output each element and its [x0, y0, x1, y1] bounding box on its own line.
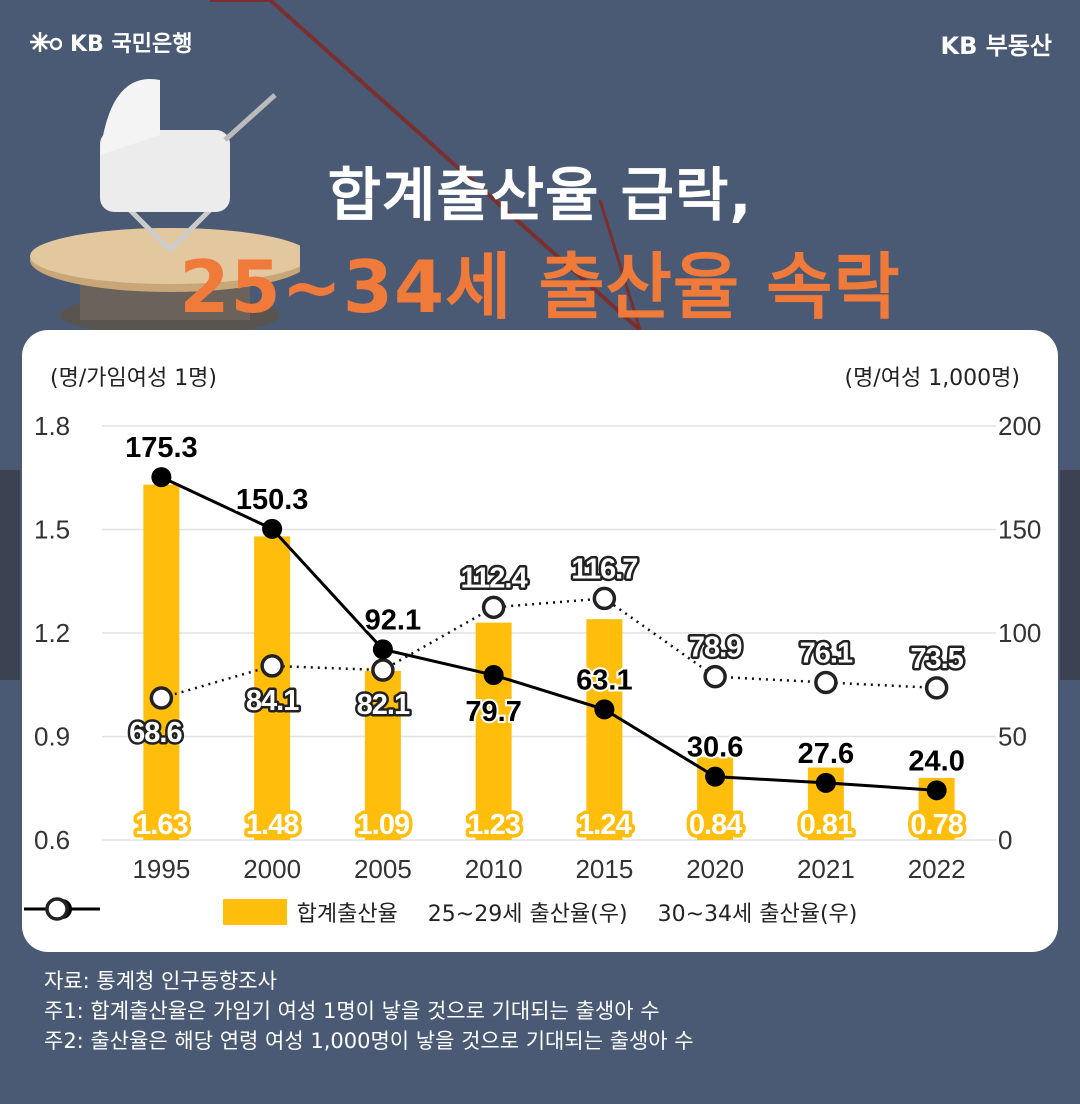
- bar-total-fertility-2015: [586, 619, 623, 840]
- label-30-34: 76.1: [800, 637, 853, 669]
- point-25-29-2022: [926, 780, 947, 801]
- bar-value-label: 1.63: [135, 809, 188, 841]
- label-25-29: 30.6: [687, 732, 743, 764]
- label-30-34: 84.1: [246, 685, 299, 717]
- bar-total-fertility-2010: [475, 622, 512, 840]
- point-25-29-2015: [594, 699, 615, 720]
- x-tick-label: 1995: [132, 854, 190, 884]
- legend-label-25-29: 25~29세 출산율(우): [427, 902, 628, 927]
- right-axis-unit: (명/여성 1,000명): [844, 366, 1020, 391]
- label-25-29: 92.1: [365, 604, 421, 636]
- bar-total-fertility-2000: [254, 536, 291, 840]
- x-tick-label: 2010: [465, 854, 523, 884]
- left-axis-unit: (명/가임여성 1명): [50, 366, 218, 391]
- left-tick-label: 0.9: [34, 722, 70, 752]
- x-tick-label: 2020: [686, 854, 744, 884]
- building-left: [0, 470, 20, 680]
- point-25-29-2010: [483, 665, 504, 686]
- left-tick-label: 1.5: [34, 515, 70, 545]
- chart-legend: 합계출산율 25~29세 출산율(우) 30~34세 출산율(우): [22, 896, 1058, 928]
- note-2: 주2: 출산율은 해당 연령 여성 1,000명이 낳을 것으로 기대되는 출생…: [44, 1029, 694, 1053]
- bar-total-fertility-2005: [364, 670, 401, 840]
- left-tick-label: 0.6: [34, 825, 70, 855]
- label-30-34: 73.5: [910, 643, 963, 675]
- legend-item-25-29: 25~29세 출산율(우): [24, 896, 628, 928]
- label-30-34: 82.1: [357, 689, 410, 721]
- bar-value-label: 1.48: [246, 809, 299, 841]
- stroller-illustration: [30, 78, 300, 330]
- point-30-34-2020: [703, 664, 727, 689]
- note-1: 주1: 합계출산율은 가임기 여성 1명이 낳을 것으로 기대되는 출생아 수: [44, 999, 660, 1023]
- point-30-34-2010: [481, 595, 506, 620]
- point-25-29-1995: [151, 467, 172, 488]
- legend-label-total: 합계출산율: [296, 902, 398, 927]
- label-25-29: 175.3: [125, 432, 198, 464]
- right-tick-label: 200: [998, 411, 1041, 441]
- point-30-34-2015: [592, 586, 617, 611]
- right-tick-label: 50: [998, 722, 1027, 752]
- bar-total-fertility-1995: [143, 484, 180, 840]
- star-logo-icon: [30, 32, 62, 52]
- point-30-34-2005: [371, 658, 395, 682]
- label-25-29: 27.6: [798, 738, 854, 770]
- title-line1: 합계출산율 급락,: [327, 161, 753, 229]
- kb-kookmin-logo: KB 국민은행: [28, 26, 192, 58]
- x-tick-label: 2000: [243, 854, 301, 884]
- right-tick-label: 0: [998, 825, 1012, 855]
- right-tick-label: 100: [998, 618, 1041, 648]
- line-30-34: [161, 597, 937, 700]
- point-30-34-2022: [924, 676, 949, 700]
- label-30-34: 116.7: [571, 553, 637, 585]
- legend-dotted-line-marker: [24, 897, 90, 921]
- bar-value-label: 1.24: [578, 809, 631, 841]
- bank-brand-text: KB 국민은행: [70, 32, 193, 57]
- point-25-29-2000: [262, 518, 283, 539]
- x-tick-label: 2005: [354, 854, 412, 884]
- left-tick-label: 1.8: [34, 411, 70, 441]
- point-30-34-2000: [260, 654, 284, 678]
- x-tick-label: 2015: [575, 854, 633, 884]
- combo-chart: 1.8 1.5 1.2 0.9 0.6 200 150 100 50 0 1995 2000 2005 2…: [34, 411, 1041, 884]
- legend-bar-swatch: [222, 899, 287, 925]
- point-25-29-2005: [372, 639, 393, 660]
- building-right: [1060, 470, 1080, 680]
- bar-value-label: 1.09: [357, 809, 410, 841]
- label-30-34: 112.4: [461, 562, 528, 594]
- kb-realestate-logo: KB 부동산: [940, 32, 1053, 60]
- footnotes: 자료: 통계청 인구동향조사 주1: 합계출산율은 가임기 여성 1명이 낳을 …: [44, 966, 694, 1056]
- label-25-29: 63.1: [576, 664, 632, 696]
- chart-card: (명/가임여성 1명) (명/여성 1,000명) 1.8 1.5 1.2 0.9 0.…: [22, 330, 1058, 952]
- bar-value-label: 1.23: [467, 809, 520, 841]
- bar-value-label: 0.84: [689, 809, 742, 841]
- label-30-34: 78.9: [689, 632, 742, 664]
- label-25-29: 24.0: [908, 745, 964, 777]
- bar-value-label: 0.78: [910, 809, 963, 841]
- label-25-29: 79.7: [465, 696, 521, 728]
- legend-label-30-34: 30~34세 출산율(우): [657, 902, 858, 927]
- background-decoration: [210, 0, 642, 332]
- legend-item-total: 합계출산율: [222, 896, 398, 928]
- note-source: 자료: 통계청 인구동향조사: [44, 969, 277, 993]
- point-25-29-2021: [815, 772, 836, 793]
- label-30-34: 68.6: [129, 717, 182, 749]
- right-tick-label: 150: [998, 515, 1041, 545]
- label-25-29: 150.3: [236, 484, 309, 516]
- line-25-29: [160, 475, 937, 792]
- left-tick-label: 1.2: [34, 618, 70, 648]
- point-25-29-2020: [705, 766, 726, 787]
- point-30-34-2021: [814, 670, 838, 695]
- x-tick-label: 2021: [797, 854, 855, 884]
- point-30-34-1995: [149, 686, 174, 710]
- x-tick-label: 2022: [908, 854, 966, 884]
- title-line2: 25~34세 출산율 속락: [179, 245, 901, 329]
- bar-value-label: 0.81: [800, 809, 853, 841]
- legend-item-30-34: 30~34세 출산율(우): [24, 896, 858, 928]
